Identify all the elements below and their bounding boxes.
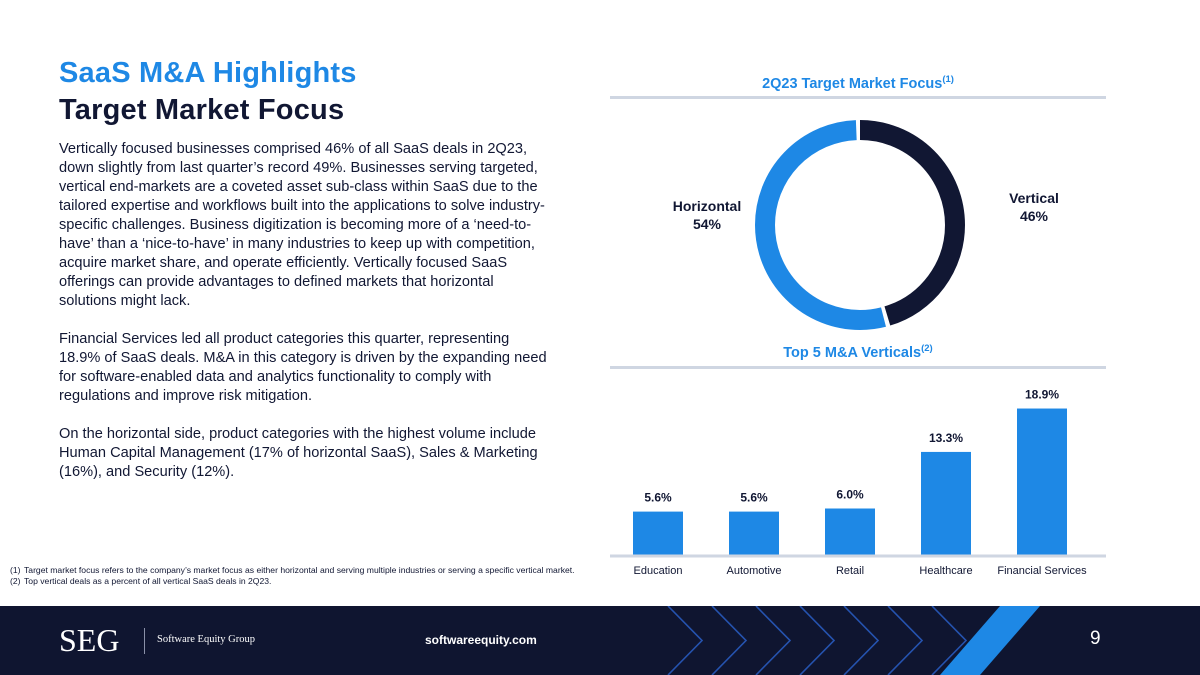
footnote-number: (1)	[10, 565, 21, 575]
category-label: Financial Services	[997, 565, 1087, 577]
donut-slice-vertical	[755, 120, 965, 330]
footnote-text: Top vertical deals as a percent of all v…	[24, 576, 272, 586]
page-number: 9	[1090, 628, 1101, 649]
body-text: Vertically focused businesses comprised …	[59, 140, 549, 501]
footnote: (1) Target market focus refers to the co…	[10, 565, 580, 576]
donut-label-vertical: Vertical 46%	[996, 189, 1072, 225]
donut-label-horizontal: Horizontal 54%	[665, 197, 749, 233]
footnote-text: Target market focus refers to the compan…	[24, 565, 575, 575]
bar-value-label: 13.3%	[929, 431, 963, 445]
donut-title-footnote: (1)	[942, 74, 954, 85]
footer: SEG Software Equity Group softwareequity…	[0, 606, 1200, 675]
bar-automotive	[729, 511, 779, 555]
page-subtitle: Target Market Focus	[59, 94, 345, 126]
slice-label: Horizontal	[672, 198, 742, 214]
footnotes: (1) Target market focus refers to the co…	[10, 565, 580, 587]
company-name: Software Equity Group	[157, 634, 255, 645]
slice-value: 54%	[692, 216, 722, 232]
bar-healthcare	[921, 451, 971, 555]
bar-financial-services	[1017, 408, 1067, 555]
slice-value: 46%	[1019, 208, 1049, 224]
footnote: (2) Top vertical deals as a percent of a…	[10, 576, 580, 587]
bar-chart-title: Top 5 M&A Verticals(2)	[610, 343, 1106, 361]
category-label: Education	[634, 565, 683, 577]
donut-title-rule	[610, 96, 1106, 99]
bar-value-label: 18.9%	[1025, 388, 1059, 402]
bar-title-footnote: (2)	[921, 343, 933, 354]
category-label: Retail	[836, 565, 864, 577]
donut-title-text: 2Q23 Target Market Focus	[762, 75, 943, 92]
bar-value-label: 6.0%	[836, 488, 864, 502]
logo-divider	[144, 628, 145, 654]
website-link[interactable]: softwareequity.com	[425, 633, 537, 647]
page-title: SaaS M&A Highlights	[59, 57, 357, 89]
bar-value-label: 5.6%	[740, 491, 768, 505]
paragraph: Financial Services led all product categ…	[59, 331, 547, 404]
donut-chart	[755, 120, 965, 330]
paragraph: On the horizontal side, product categori…	[59, 426, 538, 480]
slice-label: Vertical	[1009, 190, 1059, 206]
category-label: Automotive	[726, 565, 781, 577]
bar-education	[633, 511, 683, 555]
seg-logo: SEG	[59, 622, 120, 658]
footer-chevrons	[667, 606, 1200, 675]
category-label: Healthcare	[919, 565, 972, 577]
donut-slice-horizontal	[755, 120, 965, 330]
bar-retail	[825, 508, 875, 555]
paragraph: Vertically focused businesses comprised …	[59, 141, 545, 309]
bar-title-rule	[610, 366, 1106, 369]
footnote-number: (2)	[10, 576, 21, 586]
donut-chart-title: 2Q23 Target Market Focus(1)	[610, 74, 1106, 92]
bar-value-label: 5.6%	[644, 491, 672, 505]
bar-chart: 5.6% Education 5.6% Automotive 6.0% Retail 13.…	[610, 388, 1106, 577]
bar-title-text: Top 5 M&A Verticals	[783, 344, 922, 361]
